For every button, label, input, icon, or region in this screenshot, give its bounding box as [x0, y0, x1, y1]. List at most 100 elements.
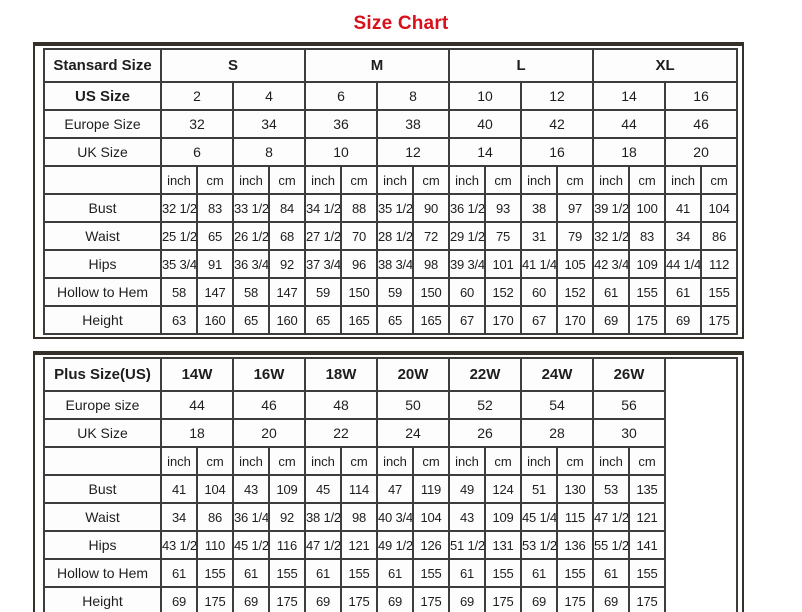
unit-header: cm [556, 165, 595, 195]
measurement-value: 165 [412, 305, 451, 335]
size-value: 44 [592, 109, 667, 139]
size-value: 34 [231, 109, 307, 139]
measurement-value: 26 1/2 [232, 221, 270, 251]
corner-label: Plus Size(US) [43, 357, 162, 392]
size-group-header: 14W [160, 357, 234, 392]
measurement-value: 58 [160, 277, 198, 307]
unit-header: cm [484, 165, 523, 195]
measurement-value: 104 [196, 474, 234, 504]
size-value: 16 [520, 137, 595, 167]
unit-header: inch [592, 446, 630, 476]
measurement-value: 97 [556, 193, 595, 223]
measurement-value: 96 [340, 249, 379, 279]
measurement-value: 69 [448, 586, 486, 612]
measurement-value: 34 [664, 221, 703, 251]
measurement-value: 45 1/4 [520, 502, 558, 532]
size-value: 20 [664, 137, 739, 167]
measurement-value: 65 [304, 305, 343, 335]
measurement-value: 49 [448, 474, 486, 504]
measurement-value: 59 [376, 277, 415, 307]
plus-size-table-frame: Plus Size(US) 14W 16W 18W 20W 22W 24W 26W Europe… [33, 351, 744, 612]
measurement-value: 55 1/2 [592, 530, 630, 560]
corner-label: Stansard Size [43, 48, 162, 83]
unit-header: inch [304, 446, 342, 476]
size-row: US Size 2 4 6 8 10 12 14 16 [43, 81, 739, 111]
size-group-header: S [159, 48, 307, 83]
measurement-value: 175 [556, 586, 594, 612]
unit-header: cm [412, 446, 450, 476]
measurement-value: 61 [520, 558, 558, 588]
size-row: UK Size 18 20 22 24 26 28 30 [43, 418, 737, 448]
measurement-value: 83 [628, 221, 667, 251]
measurement-value: 88 [340, 193, 379, 223]
measurement-value: 104 [700, 193, 739, 223]
size-row: Europe Size 32 34 36 38 40 42 44 46 [43, 109, 739, 139]
size-value: 32 [160, 109, 234, 139]
size-value: 10 [304, 137, 379, 167]
size-value: 54 [520, 390, 594, 420]
row-label [43, 165, 162, 195]
measurement-value: 136 [556, 530, 594, 560]
measurement-value: 175 [412, 586, 450, 612]
size-group-header: 24W [520, 357, 594, 392]
size-value: 8 [376, 81, 451, 111]
measurement-value: 135 [628, 474, 666, 504]
measurement-value: 47 [376, 474, 414, 504]
unit-header: cm [700, 165, 739, 195]
measurement-value: 53 [592, 474, 630, 504]
unit-header: inch [520, 446, 558, 476]
measurement-value: 47 1/2 [304, 530, 342, 560]
standard-size-table-frame: Stansard Size S M L XL US Size 2 4 6 8 10 12 14 16 Eur… [33, 42, 745, 339]
row-label: Europe Size [43, 109, 162, 139]
measurement-value: 165 [340, 305, 379, 335]
measurement-value: 91 [196, 249, 234, 279]
size-group-header: L [448, 48, 595, 83]
measurement-value: 68 [267, 221, 307, 251]
measurement-value: 29 1/2 [448, 221, 487, 251]
measurement-value: 101 [484, 249, 523, 279]
measurement-value: 175 [268, 586, 306, 612]
measurement-row: Hollow to Hem 58 147 58 147 59 150 59 150 60 152 60… [43, 277, 739, 307]
size-value: 4 [231, 81, 307, 111]
measurement-value: 69 [304, 586, 342, 612]
measurement-value: 69 [592, 305, 631, 335]
size-value: 12 [376, 137, 451, 167]
measurement-value: 105 [556, 249, 595, 279]
size-group-header-row: Stansard Size S M L XL [43, 48, 739, 83]
measurement-value: 86 [196, 502, 234, 532]
measurement-value: 115 [556, 502, 594, 532]
measurement-value: 84 [267, 193, 307, 223]
measurement-value: 41 1/4 [520, 249, 559, 279]
measurement-value: 36 1/2 [448, 193, 487, 223]
unit-header: cm [268, 446, 306, 476]
size-value: 12 [520, 81, 595, 111]
measurement-value: 47 1/2 [592, 502, 630, 532]
measurement-value: 155 [268, 558, 306, 588]
unit-header: inch [448, 446, 486, 476]
measurement-value: 116 [268, 530, 306, 560]
measurement-value: 63 [160, 305, 198, 335]
unit-header: inch [376, 446, 414, 476]
measurement-value: 124 [484, 474, 522, 504]
row-label [43, 446, 162, 476]
size-value: 6 [304, 81, 379, 111]
measurement-value: 175 [628, 586, 666, 612]
measurement-value: 65 [232, 305, 270, 335]
measurement-value: 69 [376, 586, 414, 612]
row-label: Hollow to Hem [43, 558, 162, 588]
row-label: Hips [43, 249, 162, 279]
measurement-value: 61 [376, 558, 414, 588]
measurement-value: 34 1/2 [304, 193, 343, 223]
measurement-value: 70 [340, 221, 379, 251]
measurement-value: 147 [267, 277, 307, 307]
measurement-value: 110 [196, 530, 234, 560]
row-label: Height [43, 305, 162, 335]
size-group-header-row: Plus Size(US) 14W 16W 18W 20W 22W 24W 26W [43, 357, 738, 612]
measurement-row: Hollow to Hem 61 155 61 155 61 155 61 155 61 155 61… [43, 558, 737, 588]
measurement-value: 65 [376, 305, 415, 335]
measurement-value: 152 [556, 277, 595, 307]
measurement-value: 67 [520, 305, 559, 335]
measurement-value: 51 1/2 [448, 530, 486, 560]
measurement-value: 90 [412, 193, 451, 223]
measurement-value: 175 [484, 586, 522, 612]
